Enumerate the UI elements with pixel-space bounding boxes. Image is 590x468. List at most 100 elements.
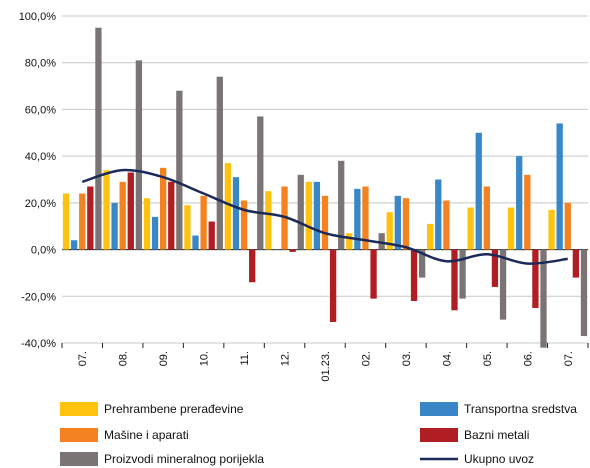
bar-1-0 [70,240,78,250]
bar-1-11 [516,156,523,250]
bar-4-2 [176,90,183,250]
legend-label: Transportna sredstva [464,402,577,416]
legend-swatch [60,402,98,416]
bar-4-9 [459,249,466,299]
bar-1-3 [192,235,199,250]
bar-4-7 [378,233,385,250]
legend-label: Mašine i aparati [104,428,189,442]
x-axis: 07. 08. 09. 10. 11. 12. 01.23. 02. 03. 04. 05. 06. 0… [61,343,589,382]
bar-2-10 [483,186,490,250]
bar-1-8 [394,195,401,250]
y-tick-label: 40,0% [25,151,56,163]
x-tick-label: 06. [522,351,534,366]
x-tick-label: 08. [118,351,130,366]
bar-3-6 [329,249,337,322]
bar-4-0 [95,27,102,250]
bar-0-11 [507,207,515,250]
bar-4-8 [418,249,426,278]
bar-0-2 [143,198,151,250]
bar-3-5 [289,249,296,252]
bar-3-8 [410,249,418,301]
bar-3-9 [451,249,458,311]
bar-0-6 [305,181,312,250]
bar-1-2 [151,216,159,250]
bar-2-12 [564,202,571,250]
bar-3-4 [249,249,256,283]
bar-3-10 [491,249,499,287]
bar-4-3 [216,76,223,250]
y-tick-label: 100,0% [19,11,57,23]
legend-label: Proizvodi mineralnog porijekla [104,452,264,466]
bar-2-8 [402,198,410,250]
legend-swatch [420,428,458,442]
bar-3-3 [208,221,215,250]
bar-0-5 [265,191,272,250]
x-tick-label: 04. [441,351,453,366]
y-tick-label: 80,0% [25,58,56,70]
bar-4-1 [135,60,143,250]
legend: Prehrambene prerađevine Mašine i aparati P… [60,402,577,466]
bar-3-12 [572,249,580,278]
bar-3-1 [127,172,134,250]
x-tick-label: 11. [239,351,251,365]
bar-3-2 [168,181,175,250]
bar-2-0 [79,193,86,250]
bar-0-3 [184,205,191,250]
y-tick-label: 60,0% [25,104,56,116]
bar-0-8 [386,212,393,250]
bar-2-6 [321,195,329,250]
bar-2-11 [524,174,531,250]
bar-1-4 [232,177,240,250]
bar-4-10 [499,249,507,320]
bar-0-0 [62,193,70,250]
bar-0-10 [467,207,474,250]
y-axis: 100,0% 80,0% 60,0% 40,0% 20,0% 0,0% -20,0% -40,… [19,11,57,350]
x-tick-label: 07. [77,351,89,366]
bar-2-9 [443,200,450,250]
bar-0-4 [224,163,232,250]
bar-1-9 [435,179,442,250]
bar-1-12 [556,123,563,250]
x-tick-label: 09. [158,351,170,366]
bar-0-9 [427,223,434,250]
legend-swatch [60,452,98,466]
bar-1-7 [354,188,361,250]
bar-0-7 [346,233,353,250]
bar-2-7 [362,186,369,250]
bar-4-5 [297,174,304,250]
y-tick-label: -40,0% [21,338,56,350]
bar-2-1 [119,181,126,250]
x-tick-label: 07. [563,351,575,366]
bar-2-3 [200,195,207,250]
x-tick-label: 12. [280,351,292,366]
x-tick-label: 10. [199,351,211,366]
legend-swatch [420,402,458,416]
x-tick-label: 03. [401,351,413,366]
bar-1-5 [273,249,280,251]
legend-label: Prehrambene prerađevine [104,402,244,416]
series-lines [81,168,568,265]
bar-0-12 [548,209,555,250]
legend-swatch [60,428,98,442]
bar-3-11 [532,249,539,308]
x-tick-label: 02. [360,351,372,366]
y-tick-label: -20,0% [21,291,56,303]
bar-4-6 [338,160,345,250]
bar-4-4 [257,116,264,250]
x-tick-label: 05. [482,351,494,366]
bar-2-4 [240,200,248,250]
bar-3-0 [87,186,94,250]
bar-0-1 [103,170,110,250]
bar-2-2 [160,167,167,250]
y-tick-label: 20,0% [25,198,56,210]
bar-1-1 [111,202,118,250]
legend-label: Ukupno uvoz [464,452,534,466]
bar-3-7 [370,249,377,299]
y-tick-label: 0,0% [31,245,56,257]
bar-1-6 [313,181,321,250]
bar-4-12 [580,249,588,336]
legend-label: Bazni metali [464,428,529,442]
bar-4-11 [540,249,547,348]
x-tick-label: 01.23. [320,351,332,382]
